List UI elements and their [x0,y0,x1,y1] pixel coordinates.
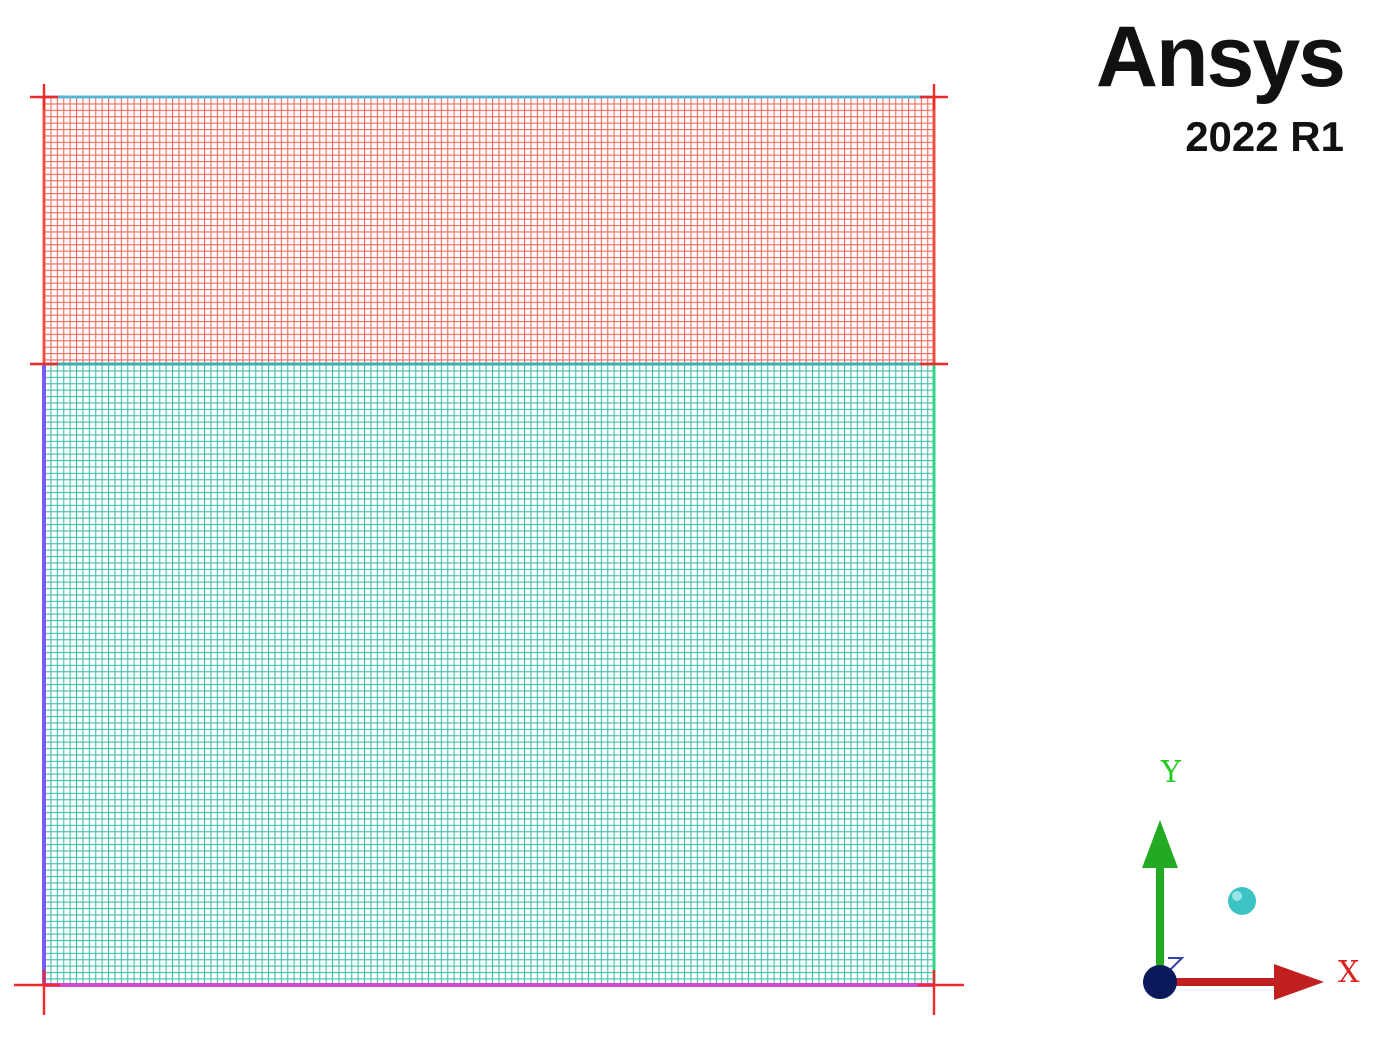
y-axis-arrow-icon [1142,820,1178,868]
axis-triad [1142,820,1324,1000]
x-axis-label: X [1338,955,1360,990]
product-version: 2022 R1 [1185,113,1344,160]
origin-point-icon [1143,965,1177,999]
rotation-center-sphere-icon [1228,887,1256,915]
y-axis-label: Y [1161,755,1181,790]
product-name: Ansys [1095,9,1346,105]
branding: Ansys 2022 R1 [1095,9,1346,160]
node-markers [14,84,964,1015]
z-axis-icon [1168,957,1185,971]
x-axis-arrow-icon [1274,964,1324,1000]
lower-mesh-zone[interactable] [44,364,934,985]
upper-mesh-zone[interactable] [44,97,934,364]
